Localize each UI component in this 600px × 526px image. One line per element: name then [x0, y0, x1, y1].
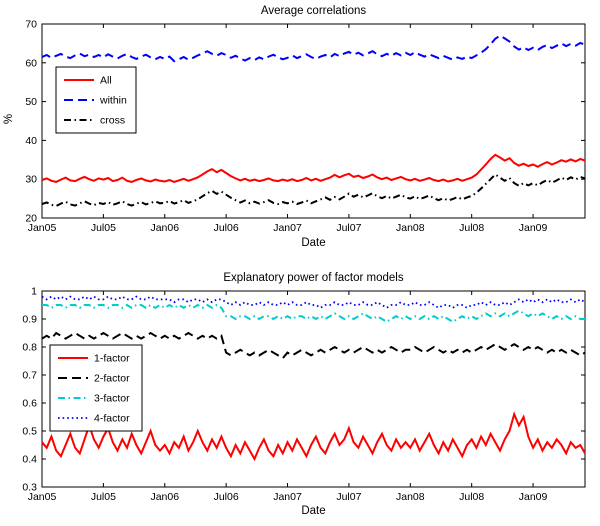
legend: 1-factor 2-factor 3-factor 4-factor: [49, 344, 143, 432]
series-line-1-factor: [41, 411, 586, 462]
legend-label-4-factor: 4-factor: [94, 413, 130, 425]
y-tick-label: 0.3: [22, 482, 37, 494]
x-tick-label: Jan06: [150, 222, 179, 234]
top-chart-xlabel: Date: [301, 237, 326, 249]
x-tick-label: Jan06: [150, 491, 179, 503]
series-line-cross: [41, 173, 586, 208]
y-tick-label: 1: [31, 286, 37, 298]
bottom-chart-title: Explanatory power of factor models: [223, 272, 404, 284]
y-tick-label: 70: [25, 19, 37, 31]
series-line-within: [41, 34, 586, 63]
x-tick-label: Jul06: [214, 222, 239, 234]
legend-label-within: within: [99, 95, 127, 107]
x-tick-label: Jul05: [91, 222, 116, 234]
axes-box: [41, 290, 586, 488]
y-tick-label: 0.9: [22, 314, 37, 326]
y-tick-label: 40: [25, 135, 37, 147]
y-tick-label: 0.4: [22, 454, 37, 466]
series-line-3-factor: [42, 303, 585, 323]
x-tick-label: Jul07: [336, 491, 361, 503]
legend: All within cross: [55, 66, 137, 134]
x-tick-label: Jul05: [91, 491, 116, 503]
legend-label-cross: cross: [100, 115, 125, 127]
x-tick-label: Jan09: [519, 222, 548, 234]
chart-1: 0.3 0.4 0.5 0.6 0.7 0.8 0.9 1 Jan05 Jul05 Jan06 Jul…: [22, 286, 586, 503]
series-line-All: [41, 153, 586, 183]
x-tick-label: Jul08: [459, 491, 484, 503]
y-tick-label: 0.5: [22, 426, 37, 438]
y-tick-label: 0.8: [22, 342, 37, 354]
y-tick-label: 0.6: [22, 398, 37, 410]
x-tick-label: Jan08: [396, 491, 425, 503]
legend-box: [49, 344, 143, 432]
x-tick-label: Jul06: [214, 491, 239, 503]
x-tick-label: Jul07: [336, 222, 361, 234]
x-tick-label: Jan09: [519, 491, 548, 503]
y-tick-label: 30: [25, 174, 37, 186]
series-line-2-factor: [41, 331, 586, 360]
y-tick-label: 0.7: [22, 370, 37, 382]
axes-box: [41, 23, 586, 219]
x-tick-label: Jan07: [273, 491, 302, 503]
top-chart-ylabel: %: [3, 113, 15, 125]
x-tick-label: Jul08: [459, 222, 484, 234]
legend-label-1-factor: 1-factor: [94, 353, 130, 365]
legend-label-2-factor: 2-factor: [94, 373, 130, 385]
chart-0: 20 30 40 50 60 70 Jan05 Jul05 Jan06 Jul06 Jan07 Jul…: [25, 19, 586, 234]
x-tick-label: Jan05: [28, 491, 57, 503]
x-tick-label: Jan08: [396, 222, 425, 234]
x-tick-label: Jan05: [28, 222, 57, 234]
y-tick-label: 60: [25, 57, 37, 69]
y-tick-label: 20: [25, 213, 37, 225]
series-line-4-factor: [41, 295, 586, 309]
top-chart-title: Average correlations: [260, 5, 367, 17]
bottom-chart-xlabel: Date: [301, 505, 326, 517]
y-tick-label: 50: [25, 96, 37, 108]
legend-label-3-factor: 3-factor: [94, 393, 130, 405]
legend-label-All: All: [100, 75, 112, 87]
x-tick-label: Jan07: [273, 222, 302, 234]
